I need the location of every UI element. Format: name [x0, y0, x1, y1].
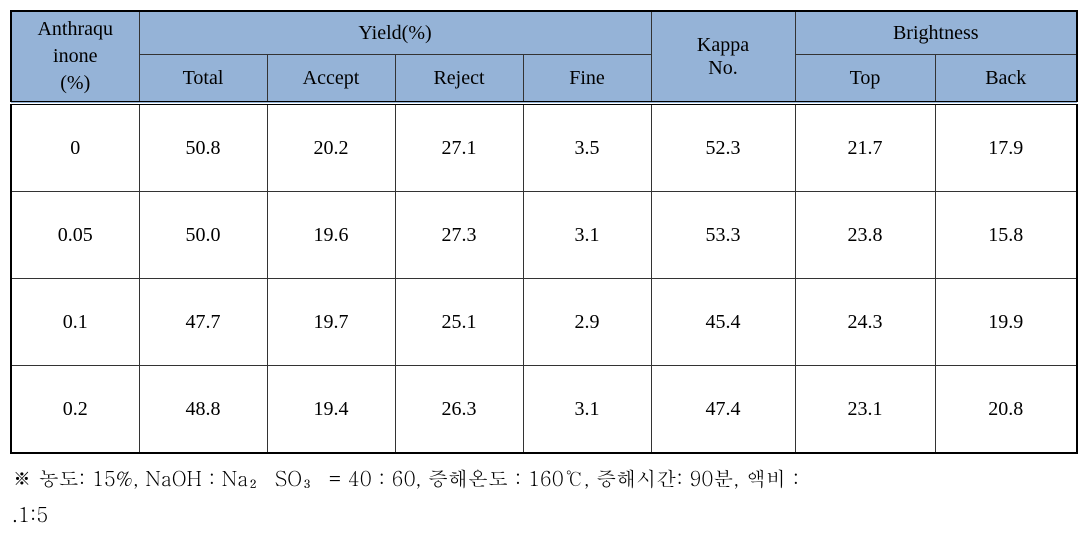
- yield-group-label: Yield(%): [358, 22, 431, 44]
- cell-top: 21.7: [795, 103, 935, 192]
- cell-back: 19.9: [935, 279, 1077, 366]
- cell-anth: 0.1: [11, 279, 139, 366]
- cell-anth: 0: [11, 103, 139, 192]
- cell-reject: 25.1: [395, 279, 523, 366]
- cell-back: 15.8: [935, 192, 1077, 279]
- cell-accept: 19.7: [267, 279, 395, 366]
- kappa-line2: No.: [708, 57, 737, 79]
- cell-top: 24.3: [795, 279, 935, 366]
- cell-reject: 27.3: [395, 192, 523, 279]
- col-header-fine: Fine: [523, 55, 651, 104]
- col-group-yield: Yield(%): [139, 11, 651, 55]
- cell-total: 47.7: [139, 279, 267, 366]
- footnote-line1: ※ 농도: 15%, NaOH : Na₂ SO₃ = 40 : 60, 증해온…: [12, 463, 799, 492]
- cell-total: 50.0: [139, 192, 267, 279]
- cell-reject: 26.3: [395, 366, 523, 454]
- cell-top: 23.1: [795, 366, 935, 454]
- cell-kappa: 53.3: [651, 192, 795, 279]
- cell-back: 17.9: [935, 103, 1077, 192]
- footnote-line2: .1:5: [12, 499, 48, 528]
- data-table: Anthraqu inone (%) Yield(%) Kappa No. Br…: [10, 10, 1078, 454]
- cell-fine: 3.5: [523, 103, 651, 192]
- col-header-top: Top: [795, 55, 935, 104]
- table-row: 0 50.8 20.2 27.1 3.5 52.3 21.7 17.9: [11, 103, 1077, 192]
- col-group-brightness: Brightness: [795, 11, 1077, 55]
- anth-line2: inone: [53, 45, 97, 67]
- cell-accept: 20.2: [267, 103, 395, 192]
- cell-fine: 2.9: [523, 279, 651, 366]
- col-header-accept: Accept: [267, 55, 395, 104]
- table-row: 0.05 50.0 19.6 27.3 3.1 53.3 23.8 15.8: [11, 192, 1077, 279]
- cell-anth: 0.2: [11, 366, 139, 454]
- cell-fine: 3.1: [523, 366, 651, 454]
- cell-fine: 3.1: [523, 192, 651, 279]
- cell-accept: 19.4: [267, 366, 395, 454]
- cell-kappa: 52.3: [651, 103, 795, 192]
- cell-back: 20.8: [935, 366, 1077, 454]
- col-header-total: Total: [139, 55, 267, 104]
- brightness-group-label: Brightness: [893, 22, 979, 44]
- col-header-anthraquinone: Anthraqu inone (%): [11, 11, 139, 103]
- col-header-reject: Reject: [395, 55, 523, 104]
- cell-kappa: 45.4: [651, 279, 795, 366]
- table-row: 0.1 47.7 19.7 25.1 2.9 45.4 24.3 19.9: [11, 279, 1077, 366]
- anth-line3: (%): [60, 72, 90, 94]
- table-header: Anthraqu inone (%) Yield(%) Kappa No. Br…: [11, 11, 1077, 103]
- col-header-back: Back: [935, 55, 1077, 104]
- cell-total: 48.8: [139, 366, 267, 454]
- cell-accept: 19.6: [267, 192, 395, 279]
- cell-top: 23.8: [795, 192, 935, 279]
- table-body: 0 50.8 20.2 27.1 3.5 52.3 21.7 17.9 0.05…: [11, 103, 1077, 453]
- cell-total: 50.8: [139, 103, 267, 192]
- cell-anth: 0.05: [11, 192, 139, 279]
- cell-kappa: 47.4: [651, 366, 795, 454]
- table-row: 0.2 48.8 19.4 26.3 3.1 47.4 23.1 20.8: [11, 366, 1077, 454]
- anth-line1: Anthraqu: [37, 18, 113, 40]
- col-header-kappa: Kappa No.: [651, 11, 795, 103]
- kappa-line1: Kappa: [697, 34, 749, 56]
- cell-reject: 27.1: [395, 103, 523, 192]
- footnote: ※ 농도: 15%, NaOH : Na₂ SO₃ = 40 : 60, 증해온…: [10, 454, 1076, 532]
